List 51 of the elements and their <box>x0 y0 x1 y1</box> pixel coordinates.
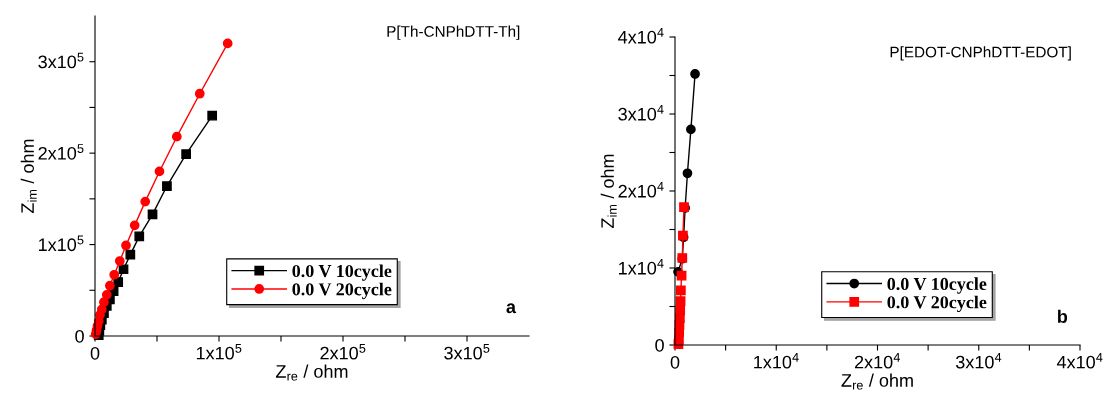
point <box>207 110 218 121</box>
point <box>140 196 151 207</box>
text: P[EDOT-CNPhDTT-EDOT] <box>890 46 1071 61</box>
legend-label: 0.0 V 20cycle <box>292 282 392 300</box>
point <box>690 69 700 79</box>
point <box>676 270 687 281</box>
point <box>125 249 136 260</box>
x-axis-title: Z$_{re}$ / ohm <box>841 373 913 390</box>
point <box>171 131 182 142</box>
y-axis-title: Z$_{im}$ / ohm <box>600 154 617 229</box>
annotation: b <box>1058 309 1068 323</box>
point <box>676 285 686 296</box>
x-tick-label: 3x10$^{5}$ <box>444 343 490 360</box>
y-tick-label: 0 <box>75 329 84 343</box>
point <box>129 220 140 231</box>
legend-label: 0.0 V 10cycle <box>887 277 987 294</box>
point <box>682 168 693 179</box>
legend-label: 0.0 V 10cycle <box>292 264 392 281</box>
y-axis-title: Z$_{im}$ / ohm <box>20 139 37 214</box>
point <box>675 296 686 306</box>
point <box>105 280 115 291</box>
y-tick-label: 1x10$^{5}$ <box>39 235 84 252</box>
point <box>114 256 125 266</box>
y-tick-label: 4x10$^{4}$ <box>618 28 664 44</box>
x-tick-label: 2x10$^{5}$ <box>320 343 366 360</box>
point <box>686 124 696 135</box>
point <box>194 88 205 99</box>
point <box>222 38 233 49</box>
x-tick-label: 4x10$^{4}$ <box>1056 352 1103 369</box>
x-tick-label: 0 <box>670 355 680 369</box>
x-axis-title: Z$_{re}$ / ohm <box>276 364 348 381</box>
legend-label: 0.0 V 20cycle <box>887 295 987 313</box>
x-tick-label: 0 <box>90 346 100 360</box>
point <box>154 166 165 177</box>
point <box>162 181 172 191</box>
x-tick-label: 2x10$^{4}$ <box>854 352 901 369</box>
point <box>101 289 112 300</box>
x-tick-label: 1x10$^{5}$ <box>196 343 242 360</box>
text: P[Th-CNPhDTT-Th] <box>387 25 520 40</box>
annotation: a <box>506 303 517 314</box>
point <box>134 231 145 242</box>
y-tick-label: 2x10$^{4}$ <box>618 182 664 198</box>
x-tick-label: 3x10$^{4}$ <box>955 352 1002 369</box>
point <box>181 149 192 159</box>
point <box>109 269 120 280</box>
y-tick-label: 3x10$^{5}$ <box>38 52 84 69</box>
x-tick-label: 1x10$^{4}$ <box>754 352 799 369</box>
y-tick-label: 3x10$^{4}$ <box>618 105 664 121</box>
point <box>121 240 131 251</box>
y-tick-label: 2x10$^{5}$ <box>38 144 84 160</box>
y-tick-label: 1x10$^{4}$ <box>619 259 664 275</box>
